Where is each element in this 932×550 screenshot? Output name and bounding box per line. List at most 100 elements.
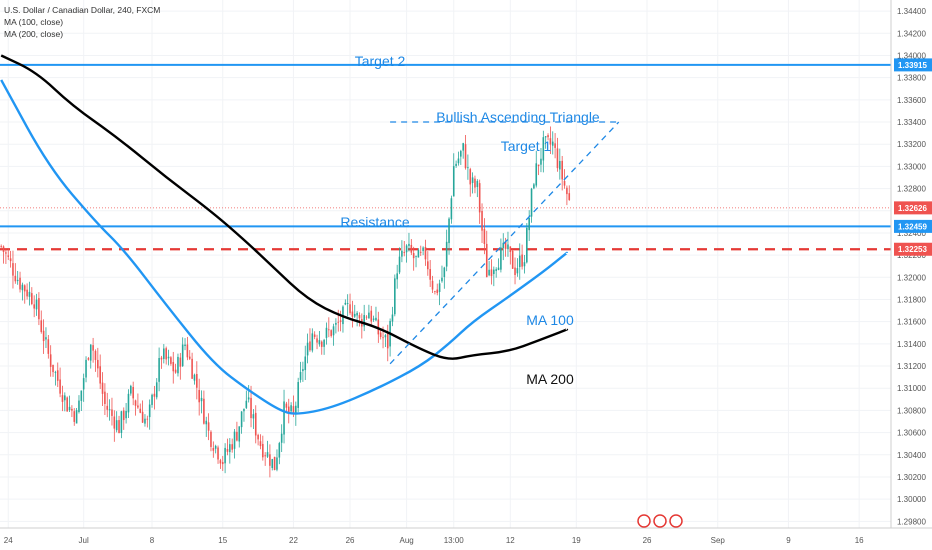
candle-body bbox=[349, 304, 351, 314]
candle-body bbox=[544, 136, 547, 138]
symbol-title: U.S. Dollar / Canadian Dollar, 240, FXCM bbox=[4, 5, 161, 15]
candle-body bbox=[509, 246, 512, 253]
candle-body bbox=[436, 289, 439, 293]
candle-body bbox=[94, 350, 97, 360]
candle-body bbox=[40, 320, 43, 332]
candle-body bbox=[193, 374, 196, 381]
candle-body bbox=[125, 410, 127, 419]
resistance-label: Resistance bbox=[340, 214, 409, 230]
candle-body bbox=[353, 313, 356, 317]
resistance-price-tag-label: 1.32459 bbox=[898, 222, 927, 231]
target2-price-tag bbox=[894, 58, 932, 72]
resistance-price-tag bbox=[894, 219, 932, 233]
candle-body bbox=[363, 315, 365, 327]
candle-body bbox=[290, 405, 292, 412]
candle-body bbox=[47, 339, 50, 354]
candle-body bbox=[257, 434, 259, 440]
candle-body bbox=[391, 314, 394, 322]
candle-body bbox=[417, 249, 420, 258]
candle-body bbox=[568, 193, 571, 200]
price-tick-label: 1.34400 bbox=[897, 7, 926, 16]
candle-body bbox=[35, 299, 38, 310]
candle-body bbox=[346, 303, 349, 304]
candle-body bbox=[401, 250, 403, 257]
candle-body bbox=[188, 356, 191, 359]
candle-body bbox=[71, 408, 73, 411]
candle-body bbox=[108, 409, 111, 411]
last-price-price-tag bbox=[894, 201, 932, 215]
candle-body bbox=[245, 400, 248, 408]
price-tick-label: 1.29800 bbox=[897, 517, 926, 526]
time-axis[interactable]: 24 Jul 8 15 22 26 Aug 13:00 12 19 26 Sep 9 16 bbox=[0, 527, 932, 545]
ma200-line bbox=[0, 54, 569, 360]
time-tick-label: 26 bbox=[643, 536, 652, 545]
triangle-rising-line[interactable] bbox=[389, 121, 620, 365]
candle-body bbox=[179, 357, 182, 367]
event-icon[interactable] bbox=[637, 514, 651, 528]
candle-body bbox=[372, 318, 375, 320]
candle-body bbox=[214, 445, 217, 449]
candle-body bbox=[80, 390, 83, 401]
candle-body bbox=[14, 275, 17, 282]
price-tick-label: 1.30600 bbox=[897, 429, 926, 438]
candle-body bbox=[167, 356, 170, 359]
candle-body bbox=[139, 408, 142, 413]
candle-body bbox=[23, 285, 26, 292]
candle-body bbox=[0, 245, 2, 247]
candle-body bbox=[422, 247, 424, 251]
candle-body bbox=[134, 400, 137, 406]
event-icon[interactable] bbox=[669, 514, 683, 528]
candle-body bbox=[500, 247, 502, 270]
candle-body bbox=[434, 291, 436, 292]
candle-body bbox=[287, 406, 290, 414]
candle-body bbox=[483, 228, 486, 244]
candle-body bbox=[554, 143, 556, 148]
candle-body bbox=[172, 361, 175, 372]
candle-body bbox=[528, 217, 530, 231]
candle-body bbox=[207, 422, 210, 431]
candle-body bbox=[337, 321, 340, 323]
candle-body bbox=[118, 420, 120, 434]
candle-body bbox=[415, 256, 417, 257]
candle-body bbox=[547, 135, 549, 138]
candle-body bbox=[99, 366, 101, 384]
ma100-legend: MA (100, close) bbox=[4, 17, 64, 27]
candle-body bbox=[254, 412, 257, 436]
candle-body bbox=[174, 369, 177, 373]
price-tags: 1.33915 1.32459 1.32253 1.32626 bbox=[894, 58, 932, 256]
candle-body bbox=[101, 382, 104, 394]
candle-body bbox=[89, 344, 92, 361]
candles bbox=[0, 126, 571, 478]
candle-body bbox=[38, 298, 40, 320]
candle-body bbox=[448, 218, 450, 244]
candle-body bbox=[292, 406, 295, 413]
candle-body bbox=[155, 382, 158, 398]
price-tick-label: 1.33000 bbox=[897, 162, 926, 171]
price-tick-label: 1.32000 bbox=[897, 273, 926, 282]
candle-body bbox=[460, 151, 462, 157]
candle-body bbox=[233, 431, 236, 449]
price-tick-label: 1.34000 bbox=[897, 51, 926, 60]
candle-body bbox=[16, 279, 19, 282]
candle-body bbox=[478, 183, 481, 213]
candle-body bbox=[325, 327, 328, 338]
candle-body bbox=[31, 293, 33, 304]
candle-body bbox=[64, 395, 66, 401]
candle-body bbox=[412, 253, 415, 259]
moving-averages bbox=[0, 54, 569, 415]
candle-body bbox=[507, 244, 509, 250]
candle-body bbox=[106, 405, 109, 410]
candle-body bbox=[431, 280, 434, 290]
candle-body bbox=[556, 148, 559, 169]
candle-body bbox=[452, 166, 455, 197]
candle-body bbox=[203, 398, 205, 424]
event-markers[interactable] bbox=[637, 514, 683, 528]
candle-body bbox=[485, 243, 488, 278]
candle-body bbox=[250, 397, 252, 419]
candle-body bbox=[264, 455, 266, 457]
candle-body bbox=[5, 252, 7, 254]
price-axis[interactable]: 1.34400 1.34200 1.34000 1.33800 1.33600 1.334… bbox=[890, 0, 926, 528]
event-icon[interactable] bbox=[653, 514, 667, 528]
candle-body bbox=[523, 262, 526, 267]
